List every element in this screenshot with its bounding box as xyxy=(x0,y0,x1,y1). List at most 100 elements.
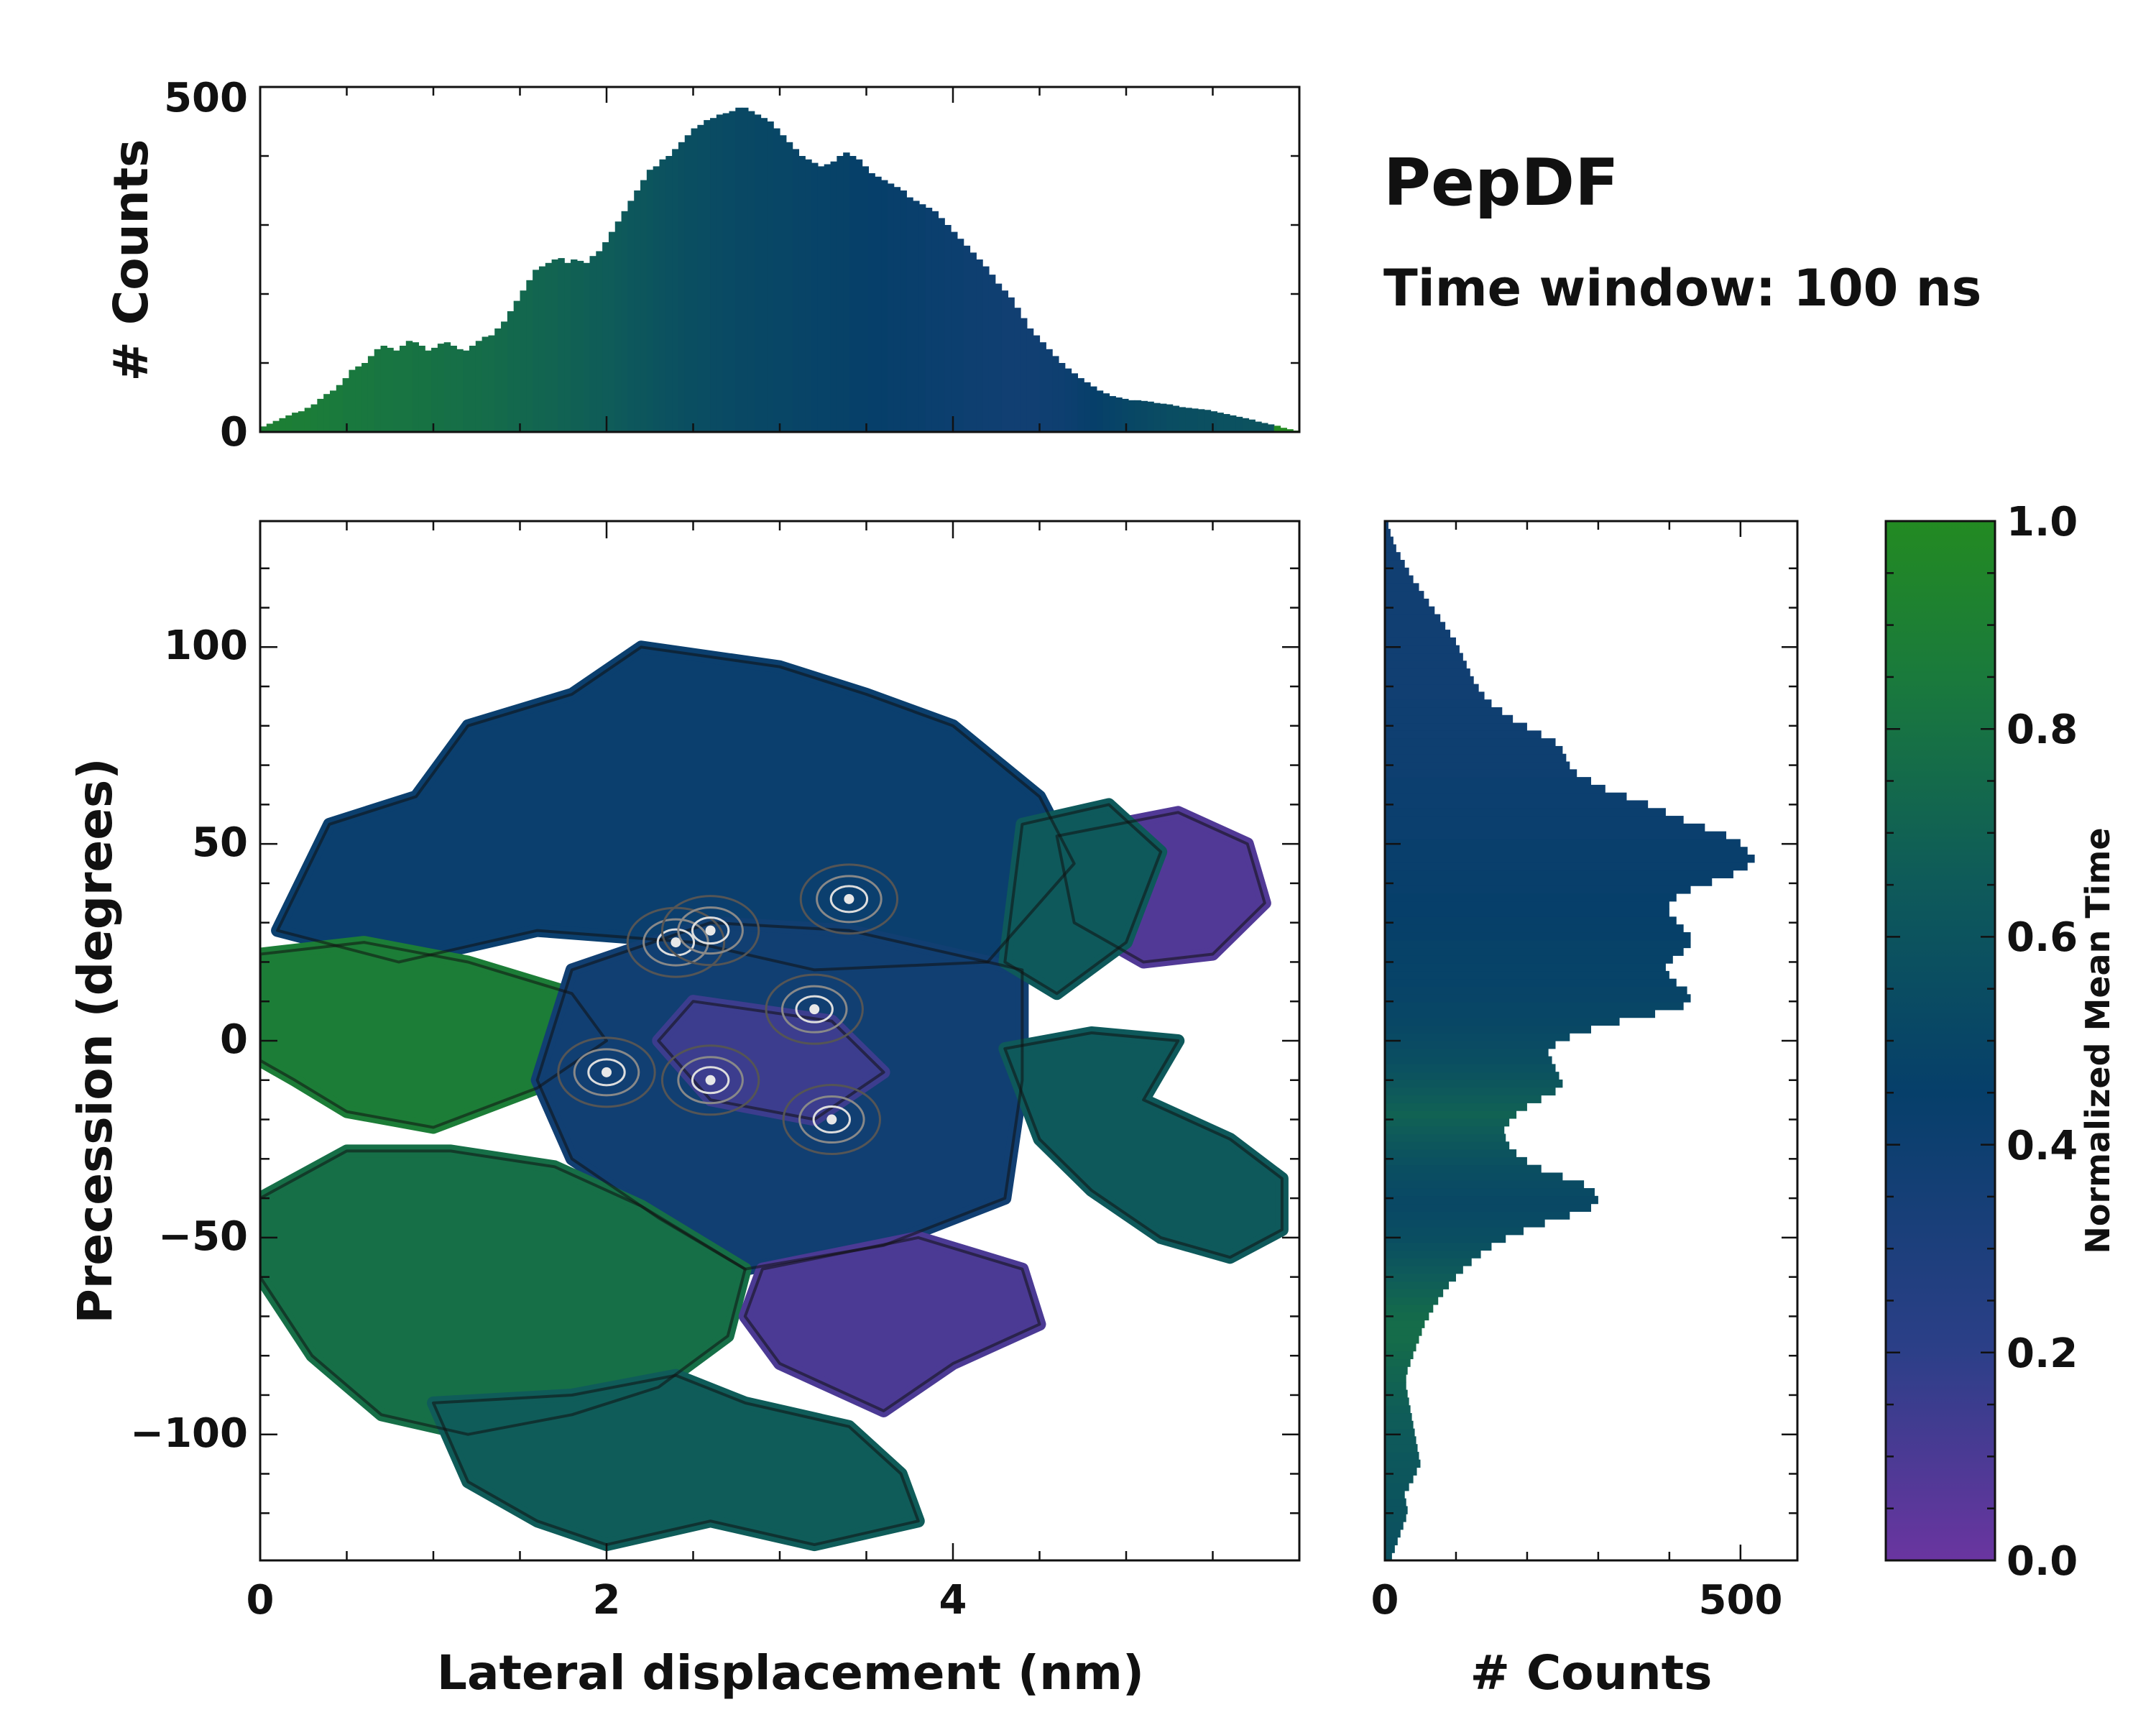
contour-left-green xyxy=(260,941,608,1129)
ytick-0: 0 xyxy=(220,1016,248,1063)
right-hist-bar-67 xyxy=(1385,1033,1570,1041)
top-hist-bar-66 xyxy=(678,142,686,432)
contour-upper-blue xyxy=(276,645,1076,972)
right-hist-bar-12 xyxy=(1385,1459,1421,1468)
right-hist-bar-49 xyxy=(1385,1172,1563,1181)
top-hist-bar-4 xyxy=(285,415,292,432)
right-hist-bar-34 xyxy=(1385,1289,1444,1297)
right-hist-bar-89 xyxy=(1385,862,1748,871)
right-hist-bar-38 xyxy=(1385,1258,1472,1266)
right-hist-bar-91 xyxy=(1385,847,1748,855)
right-hist-bar-61 xyxy=(1385,1079,1563,1088)
top-hist-bar-37 xyxy=(494,328,502,432)
top-hist-bar-46 xyxy=(551,259,559,432)
top-hist-bar-140 xyxy=(1147,401,1154,432)
top-hist-bar-45 xyxy=(545,262,553,432)
right-hist-bar-70 xyxy=(1385,1009,1656,1018)
top-hist-bar-84 xyxy=(792,149,800,432)
top-hist-bar-148 xyxy=(1197,409,1205,432)
right-hist-bar-11 xyxy=(1385,1467,1417,1476)
top-hist-bar-88 xyxy=(817,166,825,432)
main-ticks xyxy=(259,521,1299,1560)
right-hist-bar-92 xyxy=(1385,839,1741,847)
right-hist-bar-97 xyxy=(1385,800,1649,809)
right-hist-bar-32 xyxy=(1385,1304,1434,1313)
colorbar-tick-1.0: 1.0 xyxy=(2007,499,2078,546)
top-hist-bar-30 xyxy=(450,346,457,432)
right-hist-bar-62 xyxy=(1385,1072,1560,1080)
peak-center-2 xyxy=(844,893,854,904)
right-hist-bar-54 xyxy=(1385,1133,1506,1142)
xtick-0: 0 xyxy=(247,1577,275,1624)
peak-contour-3-1 xyxy=(573,1048,640,1097)
top-hist-bar-105 xyxy=(925,208,933,432)
right-hist-bar-55 xyxy=(1385,1126,1505,1135)
top-histogram-bars xyxy=(260,107,1299,432)
top-hist-bar-68 xyxy=(691,128,698,432)
right-hist-bar-18 xyxy=(1385,1412,1412,1422)
top-hist-bar-155 xyxy=(1242,418,1250,432)
right-hist-bar-31 xyxy=(1385,1312,1429,1321)
top-hist-bar-146 xyxy=(1185,408,1192,432)
right-hist-bar-74 xyxy=(1385,978,1677,988)
top-hist-bar-159 xyxy=(1267,424,1275,432)
right-hist-bar-102 xyxy=(1385,761,1570,770)
top-hist-bar-43 xyxy=(533,270,540,432)
top-hist-bar-106 xyxy=(931,211,939,432)
top-hist-bar-19 xyxy=(380,346,387,432)
right-hist-bar-124 xyxy=(1385,591,1424,599)
right-hist-bar-44 xyxy=(1385,1211,1570,1220)
top-hist-bar-56 xyxy=(614,221,622,432)
right-hist-bar-103 xyxy=(1385,753,1567,763)
top-hist-bar-26 xyxy=(425,350,432,432)
colorbar-tick-0.8: 0.8 xyxy=(2007,707,2078,753)
colorbar-label: Normalized Mean Time xyxy=(2078,827,2117,1254)
top-hist-bar-34 xyxy=(475,341,483,432)
right-hist-bar-10 xyxy=(1385,1475,1414,1484)
right-hist-bar-42 xyxy=(1385,1226,1524,1236)
top-hist-bar-78 xyxy=(754,114,762,432)
top-hist-bar-150 xyxy=(1210,411,1217,432)
right-hist-bar-64 xyxy=(1385,1056,1552,1064)
top-hist-bar-87 xyxy=(811,162,819,432)
top-hist-bar-40 xyxy=(513,300,521,432)
top-hist-bar-104 xyxy=(918,204,926,432)
right-hist-bar-51 xyxy=(1385,1156,1527,1166)
top-hist-bar-2 xyxy=(272,420,280,432)
right-hist-bar-56 xyxy=(1385,1118,1510,1127)
top-hist-bar-127 xyxy=(1064,368,1072,432)
top-hist-bar-121 xyxy=(1026,328,1034,432)
right-hist-bar-126 xyxy=(1385,575,1414,584)
top-hist-bar-117 xyxy=(1001,290,1009,432)
ytick-minus50: −50 xyxy=(158,1213,248,1260)
top-hist-bar-8 xyxy=(310,404,318,432)
contour-bottom-teal xyxy=(432,1374,920,1547)
right-hist-bar-105 xyxy=(1385,738,1556,747)
right-hist-bar-125 xyxy=(1385,583,1419,592)
peak-contour-2-0 xyxy=(799,863,899,935)
top-hist-bar-134 xyxy=(1109,396,1116,432)
peak-contour-4-2 xyxy=(795,995,834,1024)
top-hist-bar-17 xyxy=(367,356,375,432)
peak-contour-1-0 xyxy=(660,895,760,967)
ytick-50: 50 xyxy=(192,819,248,866)
top-hist-bar-11 xyxy=(329,390,337,432)
right-hist-bar-1 xyxy=(1385,1545,1395,1553)
peak-contour-1-1 xyxy=(677,906,744,955)
top-hist-bar-76 xyxy=(742,107,749,432)
right-hist-bar-37 xyxy=(1385,1265,1463,1274)
top-hist-bar-145 xyxy=(1179,407,1186,432)
right-hist-bar-119 xyxy=(1385,630,1451,638)
right-xtick-500: 500 xyxy=(1699,1577,1783,1624)
right-hist-bar-109 xyxy=(1385,707,1503,716)
top-hist-bar-35 xyxy=(482,336,489,432)
top-hist-bar-125 xyxy=(1052,356,1059,432)
right-hist-bar-94 xyxy=(1385,823,1705,832)
top-hist-bar-98 xyxy=(881,180,888,432)
right-hist-bar-128 xyxy=(1385,559,1405,569)
top-hist-bar-55 xyxy=(608,231,616,432)
top-hist-bar-10 xyxy=(323,394,331,432)
top-hist-bar-71 xyxy=(710,118,717,432)
top-hist-bar-118 xyxy=(1008,297,1015,432)
peak-contour-5-1 xyxy=(677,1056,744,1105)
